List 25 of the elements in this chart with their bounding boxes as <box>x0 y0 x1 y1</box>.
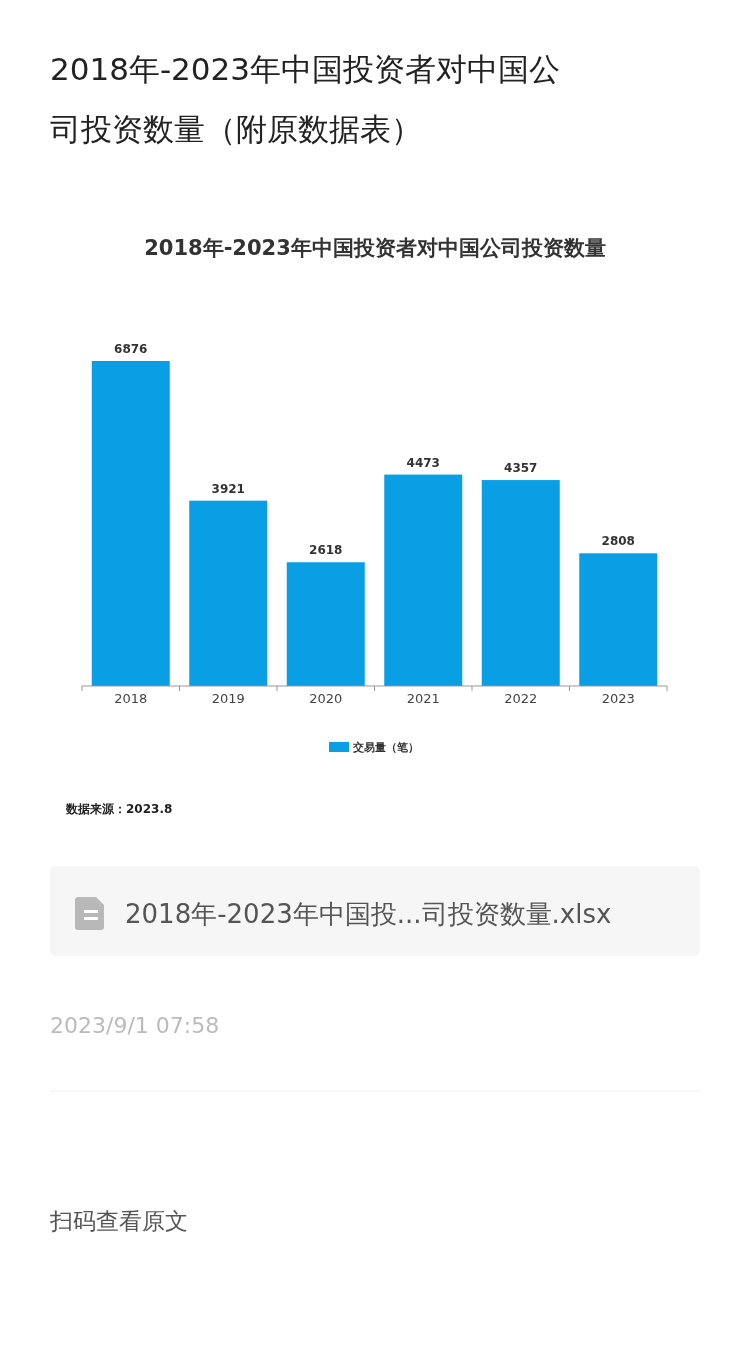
chart-title: 2018年-2023年中国投资者对中国公司投资数量（附原数据表） <box>50 51 560 147</box>
data-label: 4357 <box>504 461 538 476</box>
x-tick-label: 2020 <box>309 691 343 706</box>
x-tick-label: 2022 <box>504 691 538 706</box>
text: 扫码查看原文 <box>49 1208 188 1234</box>
bar <box>481 480 560 686</box>
bar <box>579 553 658 686</box>
bar <box>384 474 463 686</box>
data-label: 2808 <box>601 534 635 549</box>
x-tick-label: 2023 <box>601 691 635 706</box>
bar <box>286 562 365 686</box>
source-note: 数据来源：2023.8 <box>65 802 173 816</box>
data-label: 3921 <box>211 481 245 496</box>
x-tick-label: 2019 <box>211 691 245 706</box>
text: 2023/9/1 07:58 <box>50 1013 220 1038</box>
data-label: 4473 <box>406 455 440 470</box>
data-label: 2618 <box>309 543 343 558</box>
legend-label: 交易量（笔） <box>352 741 419 754</box>
x-tick-label: 2021 <box>406 691 440 706</box>
chart-subtitle: 2018年-2023年中国投资者对中国公司投资数量 <box>144 236 606 260</box>
data-label: 6876 <box>114 342 148 356</box>
bar <box>189 500 268 686</box>
text: 2018年-2023年中国投...司投资数量.xlsx <box>125 899 612 929</box>
x-tick-label: 2018 <box>114 691 148 706</box>
bar <box>91 361 170 686</box>
